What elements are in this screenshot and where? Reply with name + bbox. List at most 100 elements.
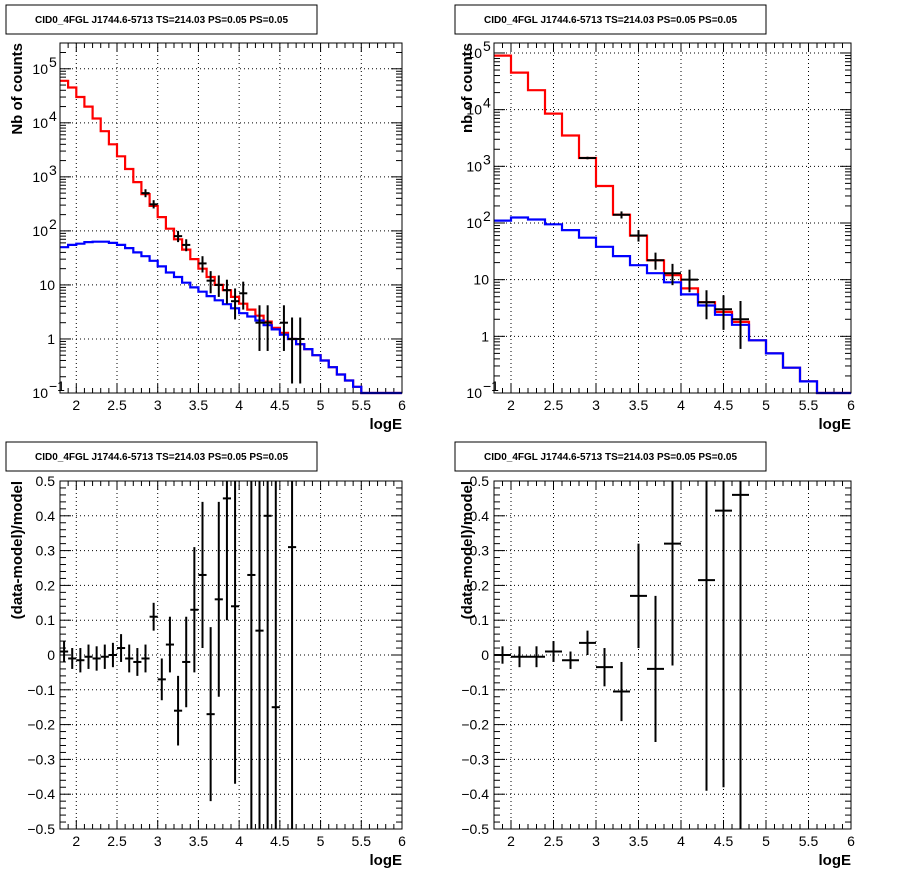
x-tick-label: 4 xyxy=(677,833,685,849)
x-axis-label: logE xyxy=(370,416,403,433)
plot-frame xyxy=(59,480,403,830)
x-tick-label: 2 xyxy=(507,833,515,849)
x-tick-label: 5.5 xyxy=(352,833,372,849)
y-tick-label: 10 xyxy=(32,169,48,185)
chart-panel-3: CID0_4FGL J1744.6-5713 TS=214.03 PS=0.05… xyxy=(5,441,406,869)
x-tick-label: 5 xyxy=(762,397,770,413)
y-axis-label: nb of counts xyxy=(459,43,476,133)
plot-frame xyxy=(59,42,403,394)
y-tick-label: −0.2 xyxy=(27,717,55,733)
y-tick-exponent: 5 xyxy=(49,54,57,70)
y-tick-label: −0.2 xyxy=(461,717,489,733)
y-axis-label: (data-model)/model xyxy=(459,481,476,619)
x-tick-label: 3.5 xyxy=(189,397,209,413)
x-tick-label: 6 xyxy=(398,397,406,413)
x-tick-label: 3 xyxy=(154,397,162,413)
y-tick-label: 10 xyxy=(466,158,482,174)
x-tick-label: 2 xyxy=(72,397,80,413)
y-tick-label: 10 xyxy=(466,45,482,61)
x-tick-label: 5.5 xyxy=(352,397,372,413)
x-tick-label: 2.5 xyxy=(107,833,127,849)
y-tick-label: −0.3 xyxy=(27,751,55,767)
x-tick-label: 4.5 xyxy=(270,397,290,413)
chart-title: CID0_4FGL J1744.6-5713 TS=214.03 PS=0.05… xyxy=(484,15,737,26)
x-tick-label: 3.5 xyxy=(189,833,209,849)
y-tick-label: 0.3 xyxy=(36,543,56,559)
x-tick-label: 4 xyxy=(235,833,243,849)
y-tick-label: 10 xyxy=(473,272,489,288)
y-axis-label: Nb of counts xyxy=(9,43,26,135)
chart-title: CID0_4FGL J1744.6-5713 TS=214.03 PS=0.05… xyxy=(35,452,288,463)
y-tick-label: 10 xyxy=(466,385,482,401)
y-tick-label: −0.1 xyxy=(461,682,489,698)
title-box xyxy=(5,441,318,472)
x-tick-label: 4.5 xyxy=(714,397,734,413)
x-tick-label: 5 xyxy=(762,833,770,849)
y-tick-label: 0 xyxy=(47,647,55,663)
x-tick-label: 4.5 xyxy=(714,833,734,849)
x-tick-label: 2 xyxy=(72,833,80,849)
y-tick-label: 0.5 xyxy=(36,473,56,489)
y-tick-exponent: −1 xyxy=(49,378,65,394)
plot-frame xyxy=(493,480,852,830)
y-tick-exponent: 2 xyxy=(483,208,491,224)
y-tick-label: 0.1 xyxy=(36,612,56,628)
y-tick-label: −0.5 xyxy=(27,821,55,837)
x-axis-label: logE xyxy=(819,852,852,869)
y-tick-label: −0.4 xyxy=(27,786,55,802)
y-tick-label: 0.2 xyxy=(470,577,490,593)
x-axis-label: logE xyxy=(819,416,852,433)
title-box xyxy=(5,4,318,35)
x-tick-label: 5.5 xyxy=(799,833,819,849)
y-tick-label: 10 xyxy=(466,215,482,231)
x-tick-label: 6 xyxy=(847,397,855,413)
x-tick-label: 3.5 xyxy=(629,397,649,413)
y-tick-label: −0.1 xyxy=(27,682,55,698)
x-tick-label: 5 xyxy=(317,833,325,849)
y-tick-exponent: 3 xyxy=(483,151,491,167)
x-tick-label: 4.5 xyxy=(270,833,290,849)
y-tick-label: 0.5 xyxy=(470,473,490,489)
y-tick-exponent: 2 xyxy=(49,216,57,232)
x-tick-label: 4 xyxy=(235,397,243,413)
y-axis-label: (data-model)/model xyxy=(9,481,26,619)
y-tick-label: 10 xyxy=(39,277,55,293)
chart-panel-4: CID0_4FGL J1744.6-5713 TS=214.03 PS=0.05… xyxy=(454,441,855,869)
y-tick-label: 10 xyxy=(466,102,482,118)
chart-title: CID0_4FGL J1744.6-5713 TS=214.03 PS=0.05… xyxy=(484,452,737,463)
x-tick-label: 4 xyxy=(677,397,685,413)
y-tick-label: 1 xyxy=(481,328,489,344)
source-model-histogram xyxy=(60,240,402,395)
y-tick-label: 10 xyxy=(32,223,48,239)
x-tick-label: 5 xyxy=(317,397,325,413)
x-tick-label: 2 xyxy=(507,397,515,413)
chart-panel-2: CID0_4FGL J1744.6-5713 TS=214.03 PS=0.05… xyxy=(454,4,855,433)
y-tick-label: 0.4 xyxy=(470,508,490,524)
y-tick-label: 0.2 xyxy=(36,577,56,593)
x-tick-label: 2.5 xyxy=(107,397,127,413)
x-tick-label: 5.5 xyxy=(799,397,819,413)
plot-frame xyxy=(493,42,852,394)
x-tick-label: 6 xyxy=(398,833,406,849)
chart-panel-1: CID0_4FGL J1744.6-5713 TS=214.03 PS=0.05… xyxy=(5,4,406,433)
y-tick-exponent: 3 xyxy=(49,162,57,178)
y-tick-label: 10 xyxy=(32,385,48,401)
title-box xyxy=(454,441,767,472)
x-tick-label: 3.5 xyxy=(629,833,649,849)
y-tick-label: 0.3 xyxy=(470,543,490,559)
y-tick-exponent: 4 xyxy=(483,95,491,111)
x-tick-label: 3 xyxy=(154,833,162,849)
y-tick-label: −0.3 xyxy=(461,751,489,767)
y-tick-exponent: −1 xyxy=(483,378,499,394)
y-tick-label: 0.4 xyxy=(36,508,56,524)
y-tick-label: −0.5 xyxy=(461,821,489,837)
x-axis-label: logE xyxy=(370,852,403,869)
title-box xyxy=(454,4,767,35)
x-tick-label: 3 xyxy=(592,833,600,849)
y-tick-label: 1 xyxy=(47,331,55,347)
y-tick-label: −0.4 xyxy=(461,786,489,802)
y-tick-exponent: 5 xyxy=(483,38,491,54)
y-tick-exponent: 4 xyxy=(49,108,57,124)
x-tick-label: 6 xyxy=(847,833,855,849)
